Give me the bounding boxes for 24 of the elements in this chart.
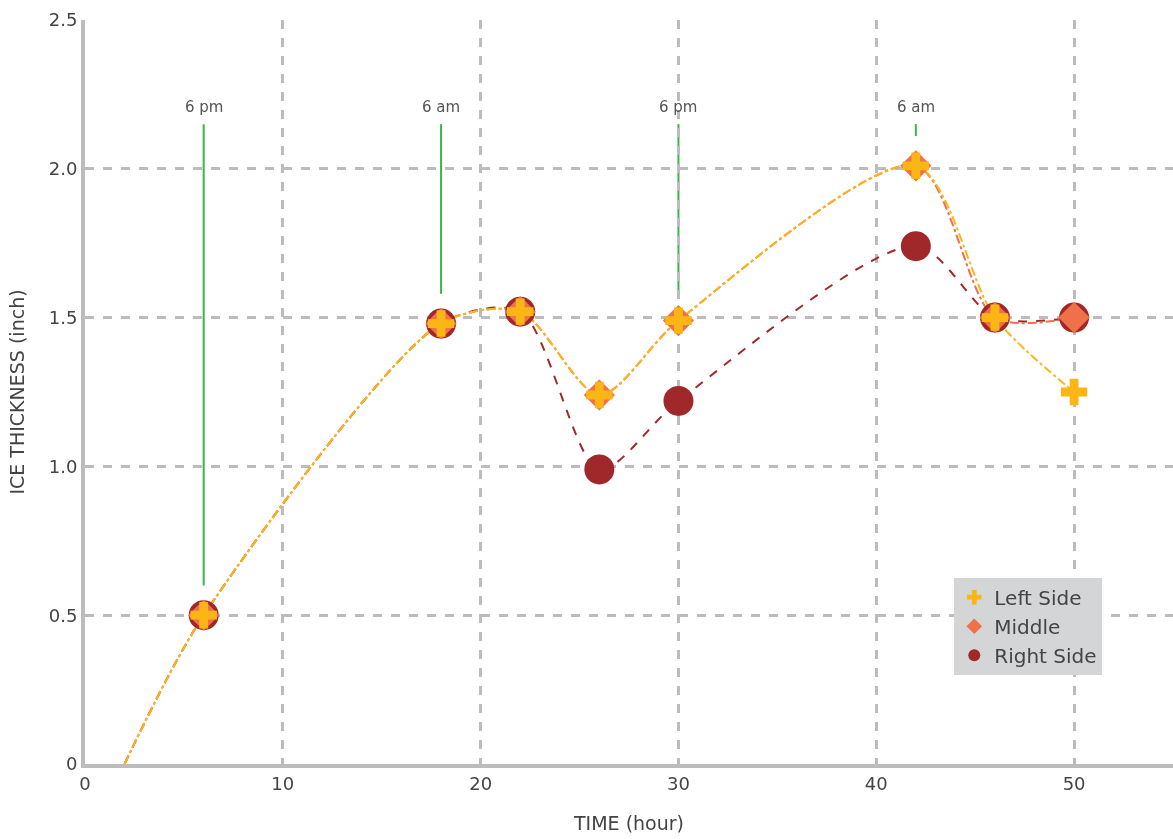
legend-label: Middle [994,615,1061,640]
point [663,385,694,416]
y-tick-label: 1.0 [48,455,78,477]
x-tick-label: 20 [469,772,493,794]
y-tick-label: 1.5 [48,306,78,328]
y-tick-label: 0.5 [48,604,78,626]
ref-line-label: 6 pm [659,98,698,116]
y-tick-label: 0 [65,753,78,775]
y-tick-label: 2.5 [48,9,78,31]
legend-label: Right Side [994,644,1097,669]
ref-line-label: 6 am [897,98,936,116]
x-tick-label: 50 [1062,772,1086,794]
ref-line-label: 6 am [422,98,461,116]
x-tick-label: 10 [271,772,295,794]
legend-label: Left Side [994,586,1082,611]
x-tick-label: 30 [667,772,690,794]
x-axis-title: TIME (hour) [573,811,684,834]
x-tick-label: 40 [864,772,888,794]
point [900,231,931,262]
point [1060,378,1088,406]
point [584,454,615,485]
ref-line-label: 6 pm [185,98,224,116]
y-tick-label: 2.0 [48,158,78,180]
y-axis-title: ICE THICKNESS (inch) [6,289,29,495]
